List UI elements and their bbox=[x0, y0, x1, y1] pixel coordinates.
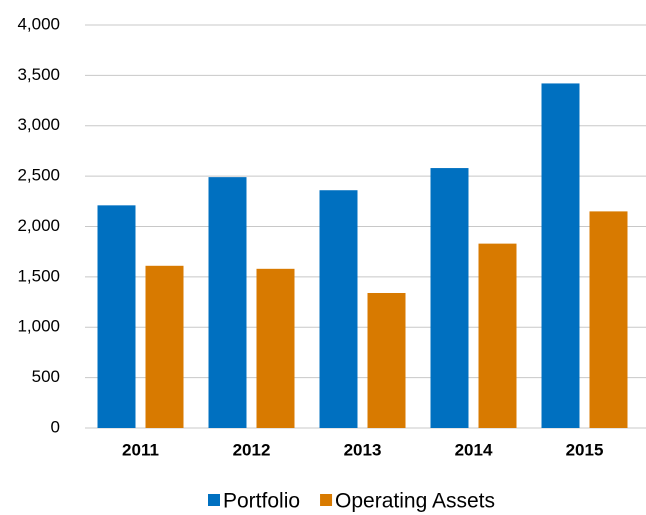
x-tick-label: 2012 bbox=[233, 440, 271, 459]
bar bbox=[367, 292, 406, 428]
x-tick-label: 2014 bbox=[455, 440, 493, 459]
legend-swatch bbox=[208, 494, 220, 506]
y-tick-label: 3,500 bbox=[17, 65, 60, 84]
bar bbox=[145, 265, 184, 428]
y-tick-label: 4,000 bbox=[17, 14, 60, 33]
bar bbox=[430, 168, 469, 428]
legend-swatch bbox=[320, 494, 333, 506]
legend-label: Operating Assets bbox=[335, 490, 495, 513]
bar bbox=[97, 205, 136, 428]
y-tick-label: 2,000 bbox=[17, 216, 60, 235]
y-tick-label: 1,000 bbox=[17, 317, 60, 336]
x-tick-label: 2015 bbox=[566, 440, 604, 459]
legend-label: Portfolio bbox=[223, 490, 300, 513]
bar bbox=[208, 177, 247, 428]
bar bbox=[256, 268, 295, 428]
bar bbox=[319, 190, 358, 428]
bar bbox=[541, 83, 580, 428]
bar bbox=[589, 211, 628, 428]
x-tick-label: 2013 bbox=[344, 440, 382, 459]
y-tick-label: 3,000 bbox=[17, 115, 60, 134]
y-tick-label: 500 bbox=[32, 367, 60, 386]
x-tick-label: 2011 bbox=[122, 440, 159, 459]
bar bbox=[478, 243, 517, 428]
y-tick-label: 0 bbox=[51, 417, 60, 436]
y-tick-label: 1,500 bbox=[17, 266, 60, 285]
y-tick-label: 2,500 bbox=[17, 166, 60, 185]
